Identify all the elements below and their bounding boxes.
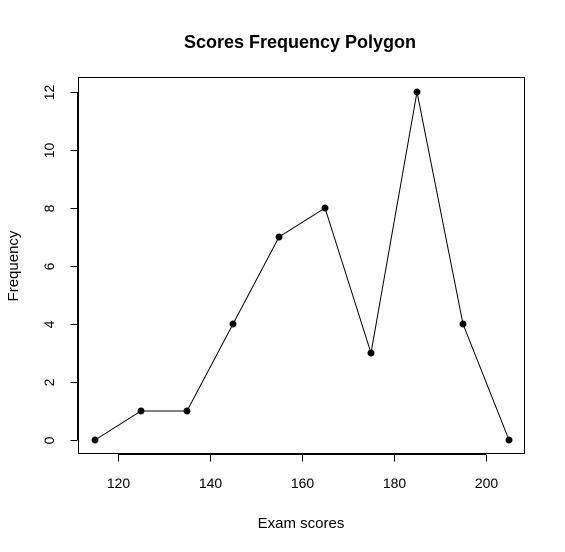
data-point	[183, 407, 191, 415]
chart-title: Scores Frequency Polygon	[184, 32, 416, 52]
x-tick-label: 140	[199, 475, 223, 491]
series-line	[94, 91, 510, 441]
y-tick-label: 4	[41, 320, 57, 328]
x-tick-label: 160	[291, 475, 315, 491]
data-point	[367, 349, 375, 357]
y-tick-label: 2	[41, 378, 57, 386]
x-tick-label: 200	[475, 475, 499, 491]
data-point	[137, 407, 145, 415]
x-tick-label: 120	[107, 475, 131, 491]
y-axis-label: Frequency	[5, 230, 22, 301]
data-point	[413, 88, 421, 96]
y-axis: 0 2 4 6 8 10 12	[41, 85, 78, 444]
y-tick-label: 10	[41, 143, 57, 159]
data-point	[459, 320, 467, 328]
x-axis: 120 140 160 180 200	[107, 454, 499, 491]
x-tick-label: 180	[383, 475, 407, 491]
y-tick-label: 0	[41, 436, 57, 444]
y-tick-label: 8	[41, 204, 57, 212]
y-tick-label: 12	[41, 85, 57, 101]
data-point	[321, 204, 329, 212]
data-series	[91, 88, 513, 444]
data-point	[505, 436, 513, 444]
data-point	[275, 233, 283, 241]
plot-frame	[78, 77, 525, 454]
y-tick-label: 6	[41, 262, 57, 270]
data-point	[229, 320, 237, 328]
data-point	[91, 436, 99, 444]
x-axis-label: Exam scores	[258, 515, 345, 532]
